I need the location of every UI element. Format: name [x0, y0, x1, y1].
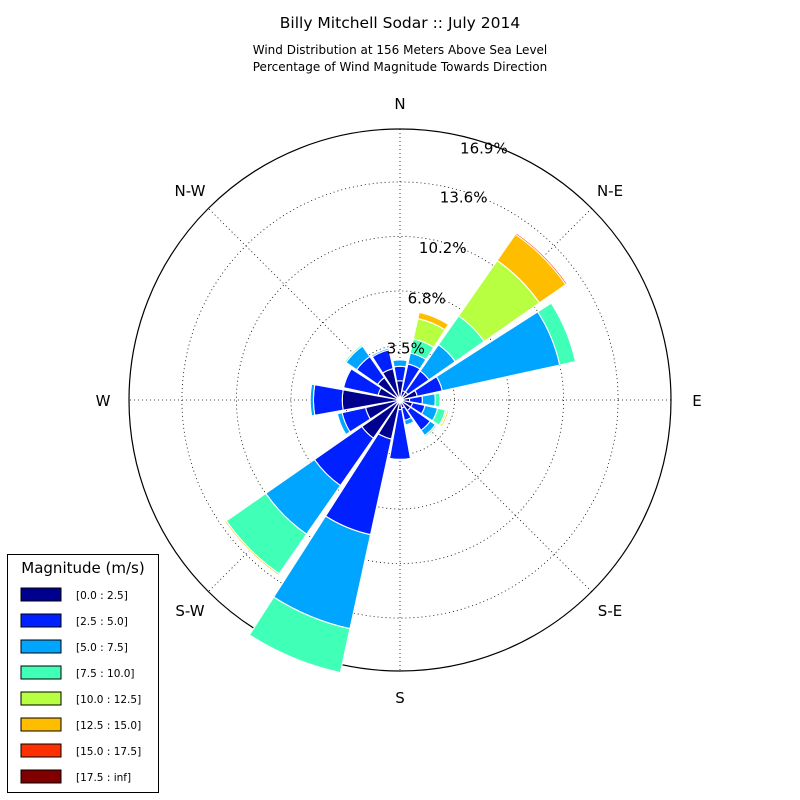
direction-label: N-W: [175, 182, 206, 200]
wedge-segment: [392, 359, 408, 368]
legend-swatch: [20, 665, 62, 680]
wedge-segment: [309, 383, 316, 417]
radial-tick-label: 16.9%: [460, 140, 508, 158]
polar-grid: [128, 128, 672, 672]
legend-title: Magnitude (m/s): [21, 559, 144, 577]
legend-swatch: [20, 613, 62, 628]
legend-entry-label: [2.5 : 5.0]: [76, 616, 128, 628]
direction-label: E: [692, 392, 701, 410]
wedge-segment: [224, 520, 280, 576]
chart-subtitle-line-1: Wind Distribution at 156 Meters Above Se…: [253, 43, 548, 57]
wedge-segment: [423, 423, 438, 438]
direction-label: S: [395, 689, 405, 707]
direction-label: S-E: [598, 602, 622, 620]
legend-entry-label: [10.0 : 12.5]: [76, 694, 141, 706]
radial-tick-label: 10.2%: [419, 239, 467, 257]
legend-swatch: [20, 639, 62, 654]
wedge-segment: [342, 368, 382, 396]
wedge-segment: [514, 232, 568, 286]
legend-swatch: [20, 691, 62, 706]
radial-tick-label: 13.6%: [440, 189, 488, 207]
wedge-segment: [343, 343, 364, 364]
wedge-segment: [417, 311, 450, 331]
chart-title: Billy Mitchell Sodar :: July 2014: [280, 14, 520, 32]
legend-entry-label: [12.5 : 15.0]: [76, 720, 141, 732]
grid-ring: [236, 236, 564, 564]
direction-label: S-W: [175, 602, 204, 620]
wedge-segment: [248, 596, 351, 674]
wedge-segment: [434, 392, 441, 408]
legend-swatch: [20, 743, 62, 758]
legend-entry-label: [5.0 : 7.5]: [76, 642, 128, 654]
wedge-segment: [403, 416, 415, 426]
wind-wedges: [224, 232, 577, 674]
polar-labels: N N-E E S-E S S-W W N-W 3.5% 6.8% 10.2% 13.6% 16.9%: [96, 95, 702, 707]
legend-entry-label: [7.5 : 10.0]: [76, 668, 134, 680]
wedge-segment: [388, 408, 412, 460]
legend-swatch: [20, 717, 62, 732]
wedge-segment: [370, 347, 390, 358]
direction-label: N: [394, 95, 405, 113]
legend-swatch: [20, 769, 62, 784]
wedge-segment: [336, 412, 351, 436]
legend-entry-label: [17.5 : inf]: [76, 772, 131, 784]
radial-tick-label: 3.5%: [387, 340, 425, 358]
wedge-segment: [421, 393, 436, 407]
chart-subtitle-line-2: Percentage of Wind Magnitude Towards Dir…: [253, 60, 547, 74]
legend-entry-label: [15.0 : 17.5]: [76, 746, 141, 758]
wedge-segment: [536, 302, 577, 366]
wedge-segment: [439, 409, 450, 428]
legend-swatch: [20, 587, 62, 602]
legend-entry-label: [0.0 : 2.5]: [76, 590, 128, 602]
direction-label: W: [96, 392, 111, 410]
legend: Magnitude (m/s) [0.0 : 2.5] [2.5 : 5.0] [5.…: [7, 554, 159, 793]
grid-ring: [290, 290, 510, 510]
wedge-segment: [312, 384, 344, 416]
direction-label: N-E: [597, 182, 623, 200]
radial-tick-label: 6.8%: [408, 289, 446, 307]
